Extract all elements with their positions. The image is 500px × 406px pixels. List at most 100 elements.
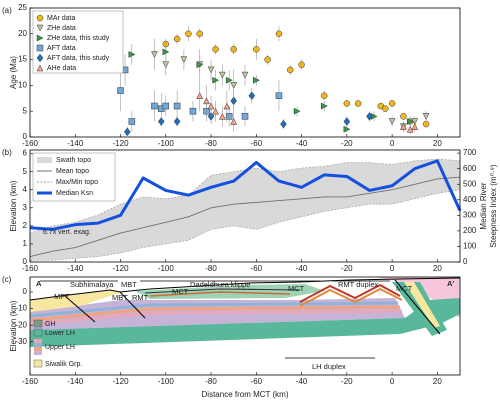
x-tick-label: -160 (22, 139, 39, 148)
thrust (119, 291, 146, 319)
layer (149, 291, 291, 297)
section-label: RMT duplex (338, 280, 379, 289)
marker (36, 14, 44, 22)
legend-label: MAr data (47, 15, 76, 22)
marker (248, 91, 256, 101)
marker (275, 92, 283, 99)
legend-box (32, 10, 124, 74)
legend-swatch (37, 157, 52, 163)
marker (343, 100, 351, 107)
marker (162, 61, 170, 69)
legend-swatch (34, 339, 42, 343)
topography (30, 277, 460, 301)
marker (151, 51, 158, 58)
x-tick-label: -160 (22, 264, 39, 273)
marker (253, 46, 260, 53)
section-label: RMT (132, 293, 149, 302)
marker (422, 113, 430, 120)
panel-label: (b) (2, 148, 12, 157)
y-tick-label: -20 (15, 320, 27, 329)
marker (162, 48, 170, 56)
x-tick-label: -20 (341, 139, 353, 148)
plot-frame (29, 7, 461, 138)
x-tick-label: -100 (158, 264, 175, 273)
x-tick-label: 20 (433, 377, 442, 386)
y-tick-label: 25 (18, 3, 27, 12)
marker (36, 24, 44, 32)
marker (196, 92, 204, 99)
marker (128, 118, 136, 125)
mean-topo-line (29, 176, 461, 258)
legend-label: Swath topo (56, 157, 91, 164)
y-tick-label: 20 (18, 29, 27, 38)
section-label: MCT (396, 284, 413, 293)
marker (225, 113, 233, 120)
x-tick-label: -140 (67, 264, 84, 273)
x-tick-label: -120 (113, 139, 130, 148)
klippe (135, 284, 325, 299)
x-tick-label: -60 (251, 377, 263, 386)
y-tick-label: 2 (23, 221, 28, 230)
legend-label: AFT data (47, 45, 76, 52)
min-topo-line (30, 189, 461, 261)
x-tick-label: -60 (251, 139, 263, 148)
x-tick-label: -100 (158, 377, 175, 386)
marker (320, 102, 328, 110)
legend-label: AHe data (47, 65, 76, 72)
layer (30, 305, 401, 322)
legend-swatch (33, 359, 43, 368)
y2-tick-label: 500 (463, 179, 477, 188)
y2-tick-label: 100 (463, 242, 477, 251)
marker (223, 102, 231, 110)
x-tick-label: -140 (67, 377, 84, 386)
annotation: 6.7x vert. exag. (43, 229, 91, 236)
lower-lh (30, 298, 460, 347)
legend-swatch (33, 319, 43, 328)
legend-swatch (33, 328, 43, 337)
marker (406, 118, 414, 125)
marker (185, 30, 192, 38)
marker (36, 34, 44, 42)
layer (30, 309, 403, 326)
marker (400, 113, 407, 120)
section-label: MBT (112, 293, 128, 302)
x-tick-label: -60 (251, 264, 263, 273)
marker (36, 44, 44, 52)
marker (207, 66, 215, 74)
y-tick-label: 0 (23, 132, 28, 141)
marker (173, 102, 181, 110)
legend-swatch (34, 351, 42, 355)
y-tick-label: 0 (23, 257, 28, 266)
x-tick-label: -120 (113, 377, 130, 386)
marker (366, 112, 373, 121)
marker (180, 56, 188, 64)
marker (388, 118, 396, 126)
duplex (299, 287, 403, 307)
legend-swatch (34, 347, 42, 351)
thrust (64, 295, 96, 323)
x-tick-label: 0 (390, 264, 395, 273)
marker (212, 46, 219, 53)
panel-label: (a) (2, 6, 12, 15)
section-label: A' (447, 279, 454, 288)
marker (382, 105, 389, 112)
marker (36, 64, 44, 72)
y-tick-label: -10 (15, 304, 27, 313)
section-label: MBT (121, 280, 137, 289)
legend-label: ZHe data (47, 25, 76, 32)
y-tick-label: 1 (23, 239, 28, 248)
marker (124, 127, 131, 137)
section-annotations: A A' Subhimalaya MBT Dadeldhura klippe R… (33, 279, 454, 371)
x-tick-label: -80 (205, 139, 217, 148)
marker (162, 102, 170, 110)
x-tick-label: -40 (296, 139, 308, 148)
marker (173, 35, 181, 43)
marker (264, 56, 271, 63)
layer (144, 288, 301, 294)
x-tick-label: -80 (205, 377, 217, 386)
legend-label: Upper LH (45, 344, 75, 351)
y-tick-label: 5 (23, 106, 28, 115)
marker (36, 53, 44, 63)
section-label: MCT (172, 287, 189, 296)
